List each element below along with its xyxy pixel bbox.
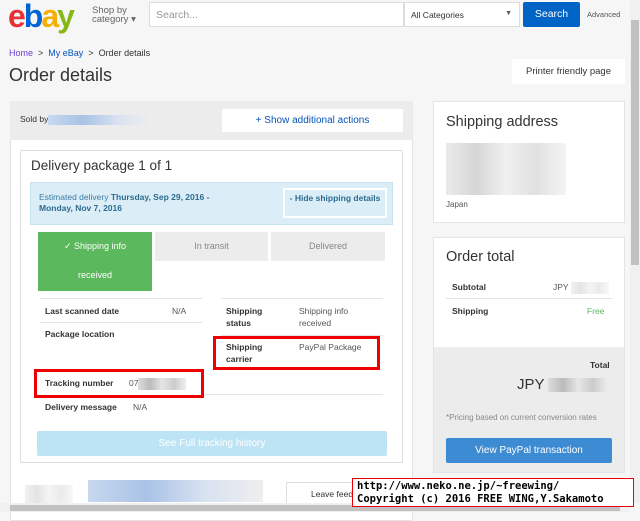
breadcrumb-my-ebay[interactable]: My eBay [48, 48, 84, 58]
copyright-watermark: http://www.neko.ne.jp/~freewing/Copyrigh… [352, 478, 634, 507]
step-shipping-info-received: ✓ Shipping info received [38, 232, 152, 291]
delivery-message-label: Delivery message [45, 402, 117, 412]
divider [40, 298, 202, 299]
subtotal-label: Subtotal [452, 282, 486, 292]
shop-by-label: Shop by category [92, 5, 129, 25]
breadcrumb-current: Order details [98, 48, 151, 58]
logo-letter: a [41, 0, 59, 34]
shipping-status-value: Shipping info received [299, 306, 349, 328]
last-scanned-value: N/A [172, 306, 187, 316]
logo-letter: e [8, 0, 26, 34]
carrier-highlight [213, 336, 380, 370]
delivery-package-card [20, 150, 403, 463]
category-value: All Categories [411, 10, 464, 20]
sold-by: Sold by [20, 114, 153, 125]
tracking-redacted [138, 377, 187, 390]
divider [446, 298, 612, 299]
item-title-redacted[interactable] [88, 480, 263, 502]
ebay-logo[interactable]: ebay [8, 0, 75, 35]
shipping-cost-label: Shipping [452, 306, 489, 316]
divider [205, 394, 383, 395]
logo-letter: b [23, 0, 43, 34]
shipping-carrier-value: PayPal Package [299, 342, 362, 352]
vertical-scroll-thumb[interactable] [631, 20, 639, 265]
show-additional-actions-button[interactable]: + Show additional actions [222, 109, 403, 132]
delivery-message-value: N/A [133, 402, 148, 412]
search-button[interactable]: Search [523, 2, 580, 27]
subtotal-value: JPY [553, 281, 609, 294]
printer-friendly-button[interactable]: Printer friendly page [512, 59, 625, 84]
estimated-delivery: Estimated delivery Thursday, Sep 29, 201… [39, 192, 239, 214]
tracking-number-value[interactable]: 07 [129, 377, 187, 390]
watermark-url: http://www.neko.ne.jp/~freewing/ [357, 480, 560, 492]
total-value: JPY [517, 376, 609, 393]
search-input[interactable]: Search... [149, 2, 404, 27]
category-select[interactable]: All Categories ▼ [404, 2, 520, 27]
tracking-number-label: Tracking number [45, 378, 114, 388]
address-country: Japan [446, 200, 468, 209]
shipping-address-title: Shipping address [446, 114, 559, 130]
shipping-cost-value: Free [587, 306, 605, 316]
logo-letter: y [57, 0, 75, 34]
sold-by-label: Sold by [20, 114, 49, 124]
subtotal-redacted [570, 281, 609, 294]
pricing-note: *Pricing based on current conversion rat… [446, 413, 597, 422]
hide-shipping-details-button[interactable]: - Hide shipping details [283, 188, 387, 218]
horizontal-scroll-thumb[interactable] [10, 505, 620, 511]
divider [40, 322, 202, 323]
tracking-prefix: 07 [129, 378, 139, 388]
total-currency: JPY [517, 376, 545, 393]
tracking-highlight [34, 369, 204, 398]
seller-name-redacted[interactable] [48, 114, 153, 125]
view-paypal-transaction-button[interactable]: View PayPal transaction [446, 438, 612, 463]
total-label: Total [590, 360, 610, 370]
caret-down-icon: ▼ [505, 10, 512, 17]
caret-down-icon: ▾ [131, 14, 136, 25]
advanced-search-link[interactable]: Advanced [587, 10, 621, 19]
see-full-tracking-history-button[interactable]: See Full tracking history [37, 431, 387, 456]
page-title: Order details [9, 65, 113, 85]
breadcrumb: Home > My eBay > Order details [9, 48, 151, 58]
shipping-status-label: Shipping status [226, 306, 263, 328]
step-in-transit: In transit [155, 232, 268, 261]
package-location-label: Package location [45, 329, 115, 339]
step-delivered: Delivered [271, 232, 385, 261]
subtotal-currency: JPY [553, 282, 569, 292]
divider [221, 335, 383, 336]
total-redacted [548, 378, 609, 393]
shop-by-category[interactable]: Shop by category ▾ [92, 5, 140, 25]
item-image-redacted[interactable] [25, 485, 73, 505]
est-dates: Thursday, Sep 29, 2016 - Monday, Nov 7, … [39, 192, 210, 213]
shipping-carrier-label: Shipping carrier [226, 342, 263, 364]
breadcrumb-home[interactable]: Home [9, 48, 34, 58]
order-total-title: Order total [446, 249, 515, 265]
divider [221, 298, 383, 299]
watermark-copyright: Copyright (c) 2016 FREE WING,Y.Sakamoto [357, 493, 604, 505]
package-title: Delivery package 1 of 1 [31, 158, 173, 173]
last-scanned-label: Last scanned date [45, 306, 120, 316]
est-label: Estimated delivery [39, 192, 109, 202]
address-redacted [446, 143, 566, 195]
